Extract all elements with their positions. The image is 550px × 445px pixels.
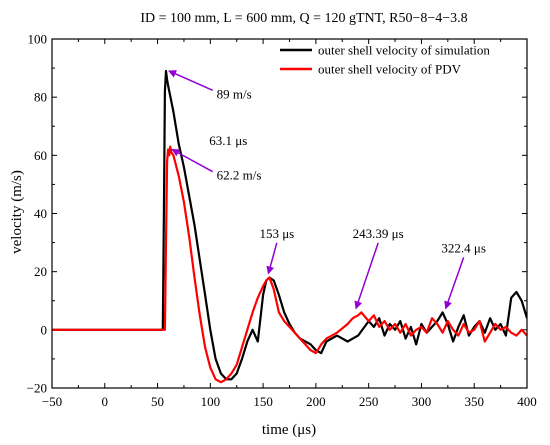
annotation-arrow <box>444 257 465 310</box>
annotation-label: 322.4 μs <box>441 240 486 255</box>
annotation-label: 153 μs <box>259 226 294 241</box>
legend-label-pdv: outer shell velocity of PDV <box>318 62 462 77</box>
series-line-simulation <box>52 69 527 381</box>
chart-title: ID = 100 mm, L = 600 mm, Q = 120 gTNT, R… <box>140 11 467 26</box>
annotation-label: 63.1 μs <box>209 133 247 148</box>
x-tick-label: 350 <box>464 394 484 409</box>
legend-label-simulation: outer shell velocity of simulation <box>318 43 490 58</box>
x-tick-label: 200 <box>306 394 326 409</box>
annotation-label: 89 m/s <box>217 86 252 101</box>
x-tick-label: 400 <box>517 394 537 409</box>
annotation-arrow <box>168 70 213 91</box>
y-tick-label: 80 <box>34 90 47 105</box>
annotation-arrow <box>266 242 278 275</box>
annotation-label: 243.39 μs <box>353 226 404 241</box>
y-tick-label: 20 <box>34 264 47 279</box>
x-tick-label: 300 <box>412 394 432 409</box>
y-tick-label: −20 <box>27 381 47 396</box>
x-axis-label: time (μs) <box>262 422 316 438</box>
series-group <box>52 69 527 384</box>
y-tick-label: 40 <box>34 206 47 221</box>
y-axis-label: velocity (m/s) <box>9 170 25 254</box>
x-tick-label: −50 <box>42 394 62 409</box>
x-tick-label: 150 <box>253 394 273 409</box>
y-tick-label: 60 <box>34 148 47 163</box>
y-tick-label: 0 <box>41 322 48 337</box>
annotation-arrow <box>171 148 214 173</box>
plot-area: −50 0 50 100 150 200 250 300 350 400 −20 0 20 40 60 80 1… <box>27 32 537 410</box>
plot-frame <box>51 38 528 389</box>
legend: outer shell velocity of simulation outer … <box>280 43 490 77</box>
annotation-arrow <box>354 242 379 310</box>
series-line-pdv <box>52 145 527 384</box>
x-tick-label: 250 <box>359 394 379 409</box>
x-tick-label: 100 <box>201 394 221 409</box>
x-tick-label: 50 <box>151 394 164 409</box>
y-tick-label: 100 <box>28 32 48 47</box>
annotation-label: 62.2 m/s <box>217 168 262 183</box>
x-tick-label: 0 <box>102 394 109 409</box>
